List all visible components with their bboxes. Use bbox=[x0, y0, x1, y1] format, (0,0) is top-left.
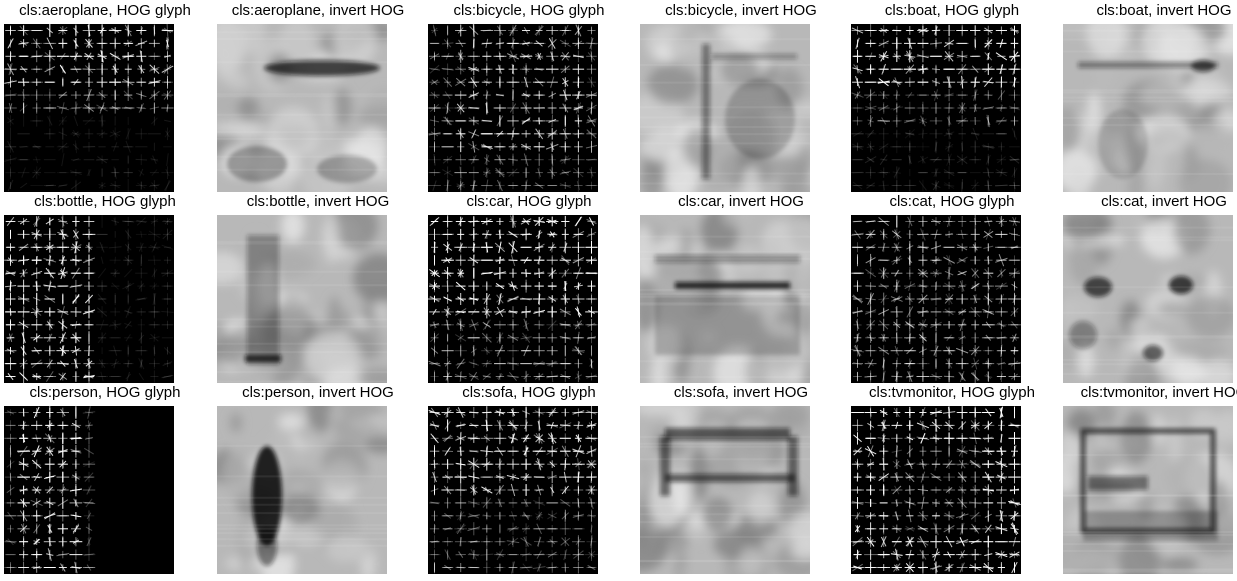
panel-title: cls:aeroplane, invert HOG bbox=[231, 2, 405, 19]
invert-hog-graphic bbox=[1063, 24, 1233, 192]
panel-title: cls:person, invert HOG bbox=[242, 384, 394, 401]
panel-title: cls:tvmonitor, HOG glyph bbox=[869, 384, 1035, 401]
invert-hog-graphic bbox=[640, 24, 810, 192]
invert-hog-image bbox=[640, 406, 810, 574]
hog-glyph-graphic bbox=[851, 215, 1021, 383]
hog-glyph-image bbox=[851, 215, 1021, 383]
invert-hog-graphic bbox=[1063, 215, 1233, 383]
panel-car-hog: cls:car, HOG glyph bbox=[424, 191, 634, 383]
panel-person-invert: cls:person, invert HOG bbox=[213, 382, 423, 574]
hog-glyph-graphic bbox=[4, 24, 174, 192]
panel-person-hog: cls:person, HOG glyph bbox=[0, 382, 210, 574]
panel-bicycle-invert: cls:bicycle, invert HOG bbox=[636, 0, 846, 192]
panel-aeroplane-invert: cls:aeroplane, invert HOG bbox=[213, 0, 423, 192]
panel-title: cls:aeroplane, HOG glyph bbox=[19, 2, 191, 19]
invert-hog-image bbox=[217, 24, 387, 192]
hog-glyph-image bbox=[851, 24, 1021, 192]
panel-title: cls:cat, invert HOG bbox=[1101, 193, 1227, 210]
hog-glyph-graphic bbox=[428, 215, 598, 383]
hog-glyph-image bbox=[4, 215, 174, 383]
panel-cat-hog: cls:cat, HOG glyph bbox=[847, 191, 1057, 383]
invert-hog-image bbox=[640, 215, 810, 383]
invert-hog-graphic bbox=[640, 406, 810, 574]
panel-title: cls:boat, HOG glyph bbox=[884, 2, 1020, 19]
panel-title: cls:tvmonitor, invert HOG bbox=[1080, 384, 1237, 401]
hog-glyph-image bbox=[428, 24, 598, 192]
panel-bottle-hog: cls:bottle, HOG glyph bbox=[0, 191, 210, 383]
panel-title: cls:sofa, HOG glyph bbox=[462, 384, 596, 401]
hog-glyph-graphic bbox=[4, 406, 174, 574]
invert-hog-graphic bbox=[217, 215, 387, 383]
panel-sofa-invert: cls:sofa, invert HOG bbox=[636, 382, 846, 574]
panel-car-invert: cls:car, invert HOG bbox=[636, 191, 846, 383]
panel-boat-invert: cls:boat, invert HOG bbox=[1059, 0, 1237, 192]
invert-hog-graphic bbox=[217, 24, 387, 192]
invert-hog-image bbox=[217, 215, 387, 383]
panel-bicycle-hog: cls:bicycle, HOG glyph bbox=[424, 0, 634, 192]
panel-title: cls:bicycle, invert HOG bbox=[665, 2, 817, 19]
panel-boat-hog: cls:boat, HOG glyph bbox=[847, 0, 1057, 192]
invert-hog-image bbox=[1063, 406, 1233, 574]
panel-title: cls:bicycle, HOG glyph bbox=[453, 2, 605, 19]
invert-hog-image bbox=[217, 406, 387, 574]
panel-title: cls:boat, invert HOG bbox=[1096, 2, 1232, 19]
hog-glyph-graphic bbox=[4, 215, 174, 383]
panel-cat-invert: cls:cat, invert HOG bbox=[1059, 191, 1237, 383]
panel-bottle-invert: cls:bottle, invert HOG bbox=[213, 191, 423, 383]
invert-hog-graphic bbox=[217, 406, 387, 574]
hog-glyph-image bbox=[851, 406, 1021, 574]
panel-title: cls:person, HOG glyph bbox=[29, 384, 181, 401]
invert-hog-graphic bbox=[640, 215, 810, 383]
panel-title: cls:car, invert HOG bbox=[678, 193, 804, 210]
hog-glyph-image bbox=[428, 406, 598, 574]
invert-hog-image bbox=[640, 24, 810, 192]
panel-tvmonitor-hog: cls:tvmonitor, HOG glyph bbox=[847, 382, 1057, 574]
invert-hog-image bbox=[1063, 215, 1233, 383]
hog-glyph-image bbox=[4, 24, 174, 192]
hog-glyph-image bbox=[428, 215, 598, 383]
panel-aeroplane-hog: cls:aeroplane, HOG glyph bbox=[0, 0, 210, 192]
panel-title: cls:car, HOG glyph bbox=[466, 193, 592, 210]
invert-hog-image bbox=[1063, 24, 1233, 192]
hog-glyph-image bbox=[4, 406, 174, 574]
hog-glyph-graphic bbox=[428, 24, 598, 192]
panel-title: cls:sofa, invert HOG bbox=[673, 384, 809, 401]
invert-hog-graphic bbox=[1063, 406, 1233, 574]
hog-glyph-graphic bbox=[428, 406, 598, 574]
panel-title: cls:bottle, invert HOG bbox=[246, 193, 390, 210]
hog-glyph-graphic bbox=[851, 406, 1021, 574]
hog-glyph-graphic bbox=[851, 24, 1021, 192]
panel-tvmonitor-invert: cls:tvmonitor, invert HOG bbox=[1059, 382, 1237, 574]
panel-sofa-hog: cls:sofa, HOG glyph bbox=[424, 382, 634, 574]
panel-title: cls:bottle, HOG glyph bbox=[34, 193, 176, 210]
panel-title: cls:cat, HOG glyph bbox=[889, 193, 1015, 210]
